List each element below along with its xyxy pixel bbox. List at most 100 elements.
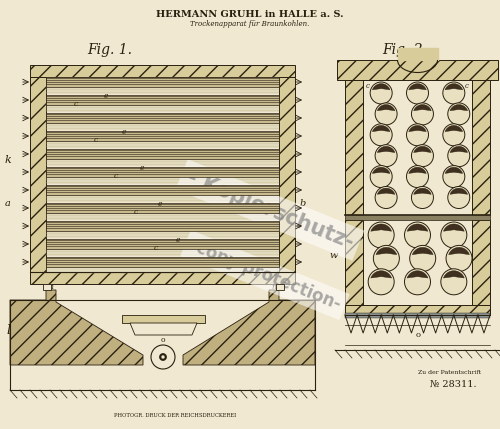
- Bar: [345, 313, 490, 318]
- Polygon shape: [448, 248, 469, 255]
- Text: c: c: [416, 88, 420, 96]
- Polygon shape: [444, 271, 464, 278]
- Polygon shape: [444, 224, 464, 231]
- Text: c: c: [134, 208, 138, 216]
- Text: k: k: [4, 155, 12, 165]
- Text: n: n: [48, 283, 54, 291]
- Bar: [46, 77, 279, 87]
- Text: e: e: [379, 125, 383, 133]
- Text: PHOTOGR. DRUCK DER REICHSDRUCKEREI: PHOTOGR. DRUCK DER REICHSDRUCKEREI: [114, 413, 236, 418]
- Text: e: e: [158, 200, 162, 208]
- Text: e: e: [416, 151, 420, 159]
- Text: e: e: [416, 99, 420, 107]
- Text: c: c: [379, 88, 383, 96]
- Bar: [345, 305, 490, 315]
- Circle shape: [404, 269, 430, 295]
- Text: № 28311.: № 28311.: [430, 380, 476, 389]
- Circle shape: [443, 166, 465, 187]
- Text: a: a: [5, 199, 11, 208]
- Polygon shape: [412, 248, 433, 255]
- Bar: [43, 284, 51, 290]
- Circle shape: [370, 82, 392, 104]
- Text: e: e: [452, 125, 456, 133]
- Bar: [345, 220, 363, 305]
- Circle shape: [446, 245, 472, 272]
- Polygon shape: [414, 188, 431, 194]
- Polygon shape: [414, 146, 431, 152]
- Bar: [30, 65, 295, 77]
- Polygon shape: [450, 188, 468, 194]
- Text: w: w: [330, 251, 338, 260]
- Circle shape: [412, 103, 434, 125]
- Text: n: n: [272, 283, 276, 291]
- Text: e: e: [140, 164, 144, 172]
- Polygon shape: [372, 84, 390, 90]
- Bar: [46, 239, 279, 249]
- Circle shape: [441, 269, 467, 295]
- Bar: [279, 77, 295, 272]
- Circle shape: [160, 353, 166, 360]
- Text: e: e: [122, 128, 126, 136]
- Text: c: c: [366, 82, 370, 90]
- Circle shape: [441, 222, 467, 248]
- Text: Trockenapparat für Braunkohlen.: Trockenapparat für Braunkohlen.: [190, 20, 310, 28]
- Text: c: c: [74, 100, 78, 108]
- Text: l: l: [6, 323, 10, 336]
- Circle shape: [375, 145, 397, 167]
- Bar: [30, 272, 295, 284]
- Polygon shape: [183, 290, 315, 365]
- Circle shape: [443, 124, 465, 146]
- Polygon shape: [376, 248, 397, 255]
- Bar: [122, 315, 205, 323]
- Text: e: e: [104, 92, 108, 100]
- Text: e: e: [452, 99, 456, 107]
- Polygon shape: [371, 271, 392, 278]
- Polygon shape: [407, 271, 428, 278]
- Polygon shape: [372, 125, 390, 132]
- Circle shape: [406, 124, 428, 146]
- Polygon shape: [408, 167, 426, 173]
- Circle shape: [448, 187, 470, 208]
- Bar: [46, 257, 279, 267]
- Text: - Kopierschutz-: - Kopierschutz-: [184, 167, 356, 253]
- Polygon shape: [130, 323, 197, 335]
- Text: -copy protection-: -copy protection-: [187, 236, 343, 314]
- Text: e: e: [379, 151, 383, 159]
- Polygon shape: [445, 125, 462, 132]
- Polygon shape: [372, 167, 390, 173]
- Text: c: c: [452, 88, 456, 96]
- Circle shape: [448, 145, 470, 167]
- Circle shape: [448, 103, 470, 125]
- Text: Fig. 2.: Fig. 2.: [382, 43, 428, 57]
- Text: b: b: [300, 199, 306, 208]
- Text: c: c: [114, 172, 118, 180]
- Polygon shape: [408, 84, 426, 90]
- Bar: [337, 60, 498, 80]
- Circle shape: [412, 187, 434, 208]
- Circle shape: [375, 103, 397, 125]
- Polygon shape: [371, 224, 392, 231]
- Circle shape: [161, 355, 165, 359]
- Circle shape: [406, 166, 428, 187]
- Bar: [46, 185, 279, 195]
- Circle shape: [406, 82, 428, 104]
- Circle shape: [410, 245, 436, 272]
- Text: Zu der Patentschrift: Zu der Patentschrift: [418, 370, 482, 375]
- Text: c: c: [94, 136, 98, 144]
- Bar: [46, 113, 279, 123]
- Polygon shape: [407, 224, 428, 231]
- Circle shape: [151, 345, 175, 369]
- Text: e: e: [416, 125, 420, 133]
- Polygon shape: [378, 188, 395, 194]
- Text: c: c: [465, 82, 469, 90]
- Polygon shape: [414, 105, 431, 111]
- Bar: [46, 167, 279, 177]
- Polygon shape: [10, 290, 143, 365]
- Bar: [345, 80, 363, 215]
- Bar: [276, 284, 284, 290]
- Bar: [46, 221, 279, 231]
- Text: o: o: [416, 331, 420, 339]
- Polygon shape: [450, 146, 468, 152]
- Circle shape: [443, 82, 465, 104]
- Circle shape: [412, 145, 434, 167]
